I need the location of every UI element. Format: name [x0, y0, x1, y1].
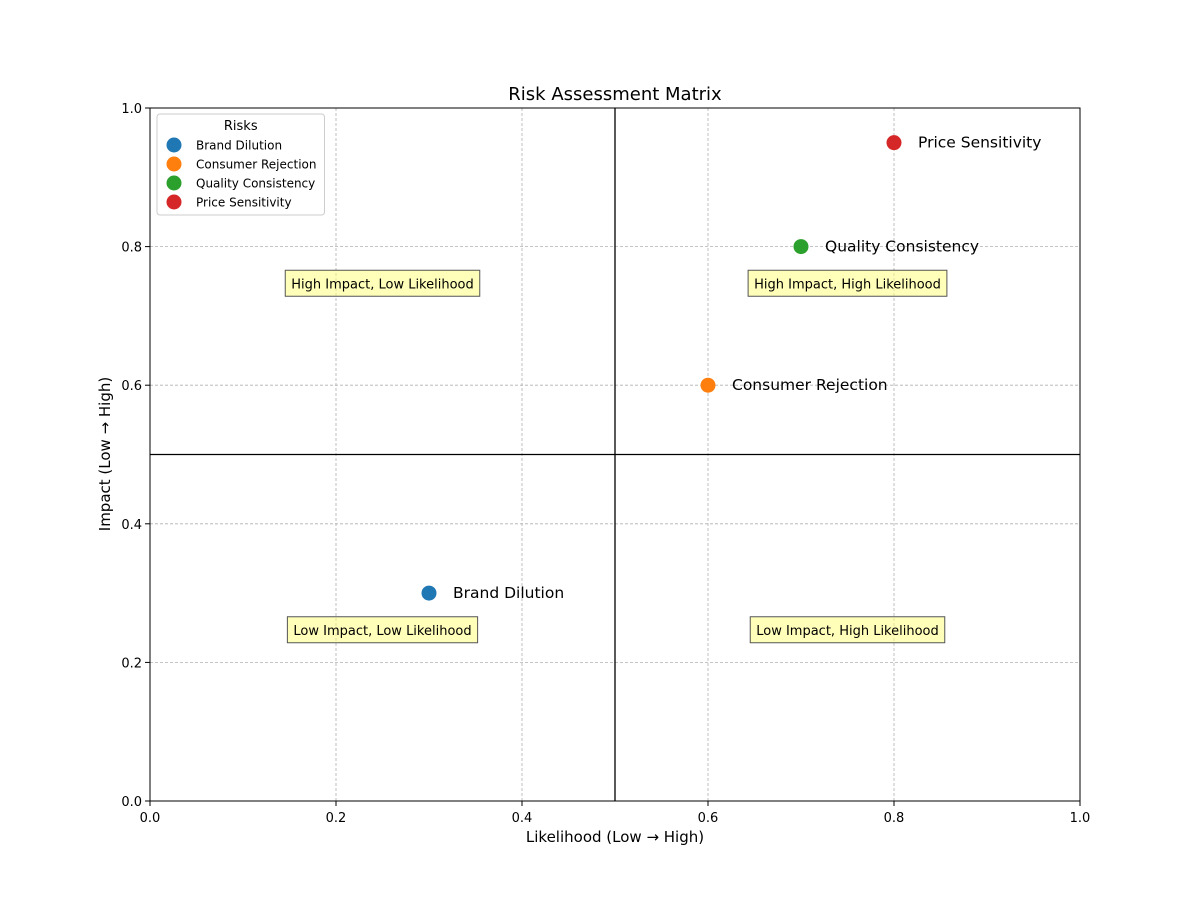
- risk-point: [700, 377, 716, 393]
- risk-point-label: Quality Consistency: [825, 238, 979, 256]
- risk-point-label: Price Sensitivity: [918, 134, 1041, 152]
- data-points: Brand Dilution Consumer Rejection Quality …: [421, 134, 1041, 602]
- x-tick-label: 0.6: [698, 811, 719, 826]
- quadrant-labels: High Impact, Low Likelihood High Impact, …: [284, 269, 948, 644]
- y-tick-label: 1.0: [121, 102, 142, 117]
- legend-marker: [166, 156, 182, 172]
- legend: Risks Brand Dilution Consumer Rejection Qua…: [156, 113, 325, 216]
- quadrant-label-text: High Impact, Low Likelihood: [291, 277, 474, 292]
- y-tick-label: 0.6: [121, 379, 142, 394]
- risk-point: [421, 585, 437, 601]
- legend-entry: Quality Consistency: [196, 177, 315, 191]
- legend-frame: [156, 113, 325, 216]
- legend-title: Risks: [224, 119, 258, 134]
- x-tick-label: 0.8: [884, 811, 905, 826]
- quadrant-label: High Impact, High Likelihood: [747, 269, 948, 297]
- quadrant-label: Low Impact, High Likelihood: [749, 616, 946, 644]
- quadrant-label-text: Low Impact, High Likelihood: [756, 624, 939, 639]
- quadrant-label-box: [747, 269, 948, 297]
- plot-frame: [149, 107, 1081, 802]
- risk-point-label: Consumer Rejection: [732, 376, 888, 394]
- quadrant-label-text: High Impact, High Likelihood: [754, 277, 941, 292]
- y-tick-label: 0.0: [121, 795, 142, 810]
- y-tick-label: 0.2: [121, 656, 142, 671]
- legend-marker: [166, 175, 182, 191]
- y-axis-label: Impact (Low → High): [96, 377, 114, 531]
- legend-entry: Brand Dilution: [196, 139, 282, 153]
- legend-marker: [166, 137, 182, 153]
- quadrant-label: High Impact, Low Likelihood: [284, 269, 481, 297]
- risk-point: [793, 239, 809, 255]
- quadrant-label-box: [286, 616, 479, 644]
- quadrant-label-box: [749, 616, 946, 644]
- y-tick-label: 0.8: [121, 241, 142, 256]
- x-tick-label: 0.2: [326, 811, 347, 826]
- quadrant-label-text: Low Impact, Low Likelihood: [293, 624, 471, 639]
- legend-entry: Price Sensitivity: [196, 196, 292, 210]
- y-tick-label: 0.4: [121, 518, 142, 533]
- x-tick-label: 0.4: [512, 811, 533, 826]
- quadrant-label-box: [284, 269, 481, 297]
- legend-marker: [166, 194, 182, 210]
- chart-title: Risk Assessment Matrix: [508, 84, 722, 105]
- quadrant-dividers: [150, 108, 1080, 801]
- risk-point-label: Brand Dilution: [453, 584, 564, 602]
- legend-entry: Consumer Rejection: [196, 158, 317, 172]
- quadrant-label: Low Impact, Low Likelihood: [286, 616, 479, 644]
- x-axis-label: Likelihood (Low → High): [526, 828, 704, 846]
- axis-ticks: 0.0 0.2 0.4 0.6 0.8 1.0 0.0 0.2 0.4 0.6 0.8 1.0: [121, 102, 1090, 826]
- risk-point: [886, 135, 902, 151]
- x-tick-label: 1.0: [1070, 811, 1091, 826]
- x-tick-label: 0.0: [140, 811, 161, 826]
